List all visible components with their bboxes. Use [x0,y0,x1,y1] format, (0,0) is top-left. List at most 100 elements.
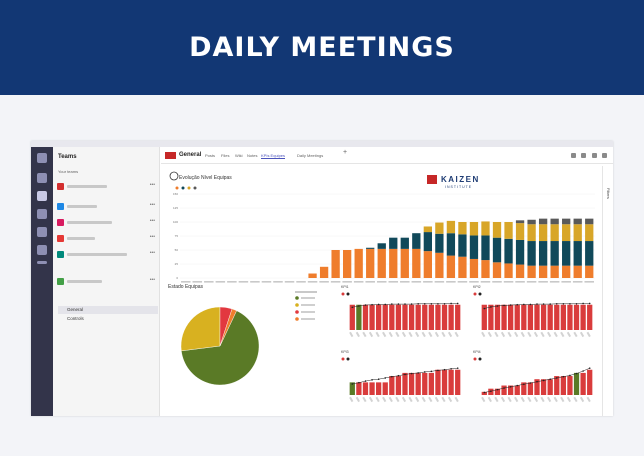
tab-daily-meetings[interactable]: Daily Meetings [297,153,324,158]
tab-kpis[interactable]: KPIs Equipes [261,153,286,159]
tab-posts[interactable]: Posts [205,153,216,158]
stacked-bar-segment[interactable] [446,220,456,234]
kpi-bar[interactable] [415,304,421,330]
kpi-bar[interactable] [580,372,586,395]
kpi-bar[interactable] [402,372,408,395]
stacked-bar-segment[interactable] [515,239,525,265]
stacked-bar-segment[interactable] [412,233,421,249]
stacked-bar-segment[interactable] [573,218,582,225]
stacked-bar-segment[interactable] [481,221,490,236]
pie-slice[interactable] [180,306,221,352]
kpi-bar[interactable] [567,376,573,395]
pie-slice[interactable] [219,308,237,347]
kpi-bar[interactable] [527,304,534,330]
more-options-icon[interactable] [602,153,607,158]
team-item[interactable]: ••• [57,218,157,227]
team-more-icon[interactable]: ••• [149,218,155,224]
kpi-bar[interactable] [422,372,428,395]
kpi-bar[interactable] [481,304,487,330]
calendar-icon[interactable] [37,209,47,219]
stacked-bar-segment[interactable] [435,252,444,278]
stacked-bar-segment[interactable] [354,248,363,278]
more-apps-icon[interactable] [37,261,47,264]
kpi-bar[interactable] [415,372,421,395]
kpi-bar[interactable] [395,304,402,330]
tab-wiki[interactable]: Wiki [235,153,243,158]
stacked-bar-segment[interactable] [319,266,329,278]
stacked-bar-segment[interactable] [538,241,548,266]
stacked-bar-segment[interactable] [331,250,340,278]
stacked-bar-segment[interactable] [458,234,467,257]
team-item[interactable]: ••• [57,250,157,259]
team-more-icon[interactable]: ••• [149,234,155,240]
kpi-bar[interactable] [455,369,461,395]
kpi-bar[interactable] [554,376,560,395]
kpi-bar[interactable] [547,304,553,330]
stacked-bar-segment[interactable] [550,224,559,242]
kpi-bar[interactable] [448,304,454,330]
kpi-bar[interactable] [389,304,395,330]
kpi-bar[interactable] [567,304,573,330]
stacked-bar-segment[interactable] [562,224,571,242]
chat-bubble-icon[interactable] [592,153,597,158]
stacked-bar-segment[interactable] [527,241,536,266]
stacked-bar-segment[interactable] [515,264,525,278]
stacked-bar-segment[interactable] [469,222,479,236]
kpi-bar[interactable] [428,372,434,395]
channel-general[interactable]: General [58,306,158,314]
stacked-bar-segment[interactable] [481,260,490,278]
files-icon[interactable] [37,245,47,255]
kpi-bar[interactable] [527,382,534,395]
stacked-bar-segment[interactable] [492,237,502,263]
stacked-bar-segment[interactable] [389,237,398,249]
kpi-bar[interactable] [356,304,362,330]
add-tab-icon[interactable]: + [343,149,348,156]
stacked-bar-segment[interactable] [412,248,421,278]
stacked-bar-segment[interactable] [481,235,490,261]
stacked-bar-segment[interactable] [573,241,582,266]
stacked-bar-segment[interactable] [550,218,559,225]
kpi-bar[interactable] [540,379,547,395]
kpi-bar[interactable] [376,304,382,330]
kpi-bar[interactable] [369,304,375,330]
stacked-bar-segment[interactable] [492,222,502,238]
kpi-bar[interactable] [382,382,388,395]
stacked-bar-segment[interactable] [585,224,594,242]
kpi-bar[interactable] [422,304,428,330]
stacked-bar-segment[interactable] [469,235,479,259]
stacked-bar-segment[interactable] [400,237,409,249]
kpi-bar[interactable] [481,391,487,395]
stacked-bar-segment[interactable] [562,265,571,278]
pie-slice[interactable] [181,310,260,386]
kpi-bar[interactable] [435,304,441,330]
kpi-bar[interactable] [428,304,434,330]
stacked-bar-segment[interactable] [527,219,536,225]
kpi-bar[interactable] [488,304,494,330]
kpi-bar[interactable] [573,304,580,330]
kpi-bar[interactable] [501,385,507,395]
stacked-bar-segment[interactable] [585,218,594,225]
kpi-bar[interactable] [560,304,566,330]
kpi-bar[interactable] [580,304,586,330]
channel-controls[interactable]: Controls [67,316,84,321]
stacked-bar-segment[interactable] [366,247,375,249]
stacked-bar-segment[interactable] [423,232,432,252]
stacked-bar-segment[interactable] [469,258,479,278]
stacked-bar-segment[interactable] [538,224,548,242]
stacked-bar-segment[interactable] [343,250,352,278]
team-item[interactable]: ••• [57,234,157,243]
kpi-bar[interactable] [494,388,501,395]
kpi-bar[interactable] [573,372,580,395]
stacked-bar-segment[interactable] [550,265,559,278]
kpi-bar[interactable] [382,304,388,330]
stacked-bar-segment[interactable] [492,262,502,278]
kpi-bar[interactable] [349,304,355,330]
kpi-bar[interactable] [508,385,514,395]
kpi-bar[interactable] [587,369,593,395]
stacked-bar-segment[interactable] [515,220,525,224]
stacked-bar-segment[interactable] [504,238,513,264]
kpi-bar[interactable] [540,304,547,330]
kpi-bar[interactable] [547,379,553,395]
stacked-bar-segment[interactable] [458,256,467,278]
kpi-bar[interactable] [402,304,408,330]
